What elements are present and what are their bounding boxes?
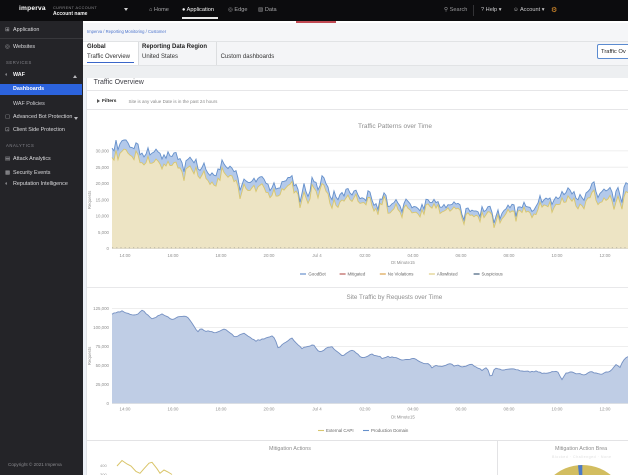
- svg-text:04:00: 04:00: [408, 253, 420, 258]
- svg-text:30,000: 30,000: [96, 149, 110, 154]
- svg-text:Site Traffic by Requests over: Site Traffic by Requests over Time: [347, 294, 443, 301]
- svg-text:14:00: 14:00: [120, 253, 132, 258]
- svg-text:16:00: 16:00: [168, 253, 180, 258]
- svg-text:Mitigated: Mitigated: [348, 272, 366, 277]
- svg-text:Jul 4: Jul 4: [312, 253, 322, 258]
- svg-text:08:00: 08:00: [504, 253, 516, 258]
- svg-text:Requests: Requests: [87, 346, 92, 365]
- svg-text:0: 0: [107, 246, 110, 251]
- svg-text:Dt Minute15: Dt Minute15: [391, 415, 415, 420]
- svg-text:Allowlisted: Allowlisted: [437, 272, 458, 277]
- svg-text:06:00: 06:00: [456, 253, 468, 258]
- svg-text:5,000: 5,000: [98, 230, 110, 235]
- svg-text:14:00: 14:00: [120, 407, 132, 412]
- svg-text:20,000: 20,000: [96, 181, 110, 186]
- svg-text:02:00: 02:00: [360, 407, 372, 412]
- svg-text:Suspicious: Suspicious: [482, 272, 504, 277]
- svg-text:15,000: 15,000: [96, 197, 110, 202]
- svg-text:10:00: 10:00: [552, 407, 564, 412]
- svg-text:Requests: Requests: [87, 190, 92, 209]
- svg-text:25,000: 25,000: [96, 382, 110, 387]
- svg-text:10,000: 10,000: [96, 214, 110, 219]
- svg-text:12:00: 12:00: [600, 253, 612, 258]
- svg-text:100,000: 100,000: [93, 325, 109, 330]
- svg-text:50,000: 50,000: [96, 363, 110, 368]
- svg-text:External CAPI: External CAPI: [326, 428, 354, 433]
- svg-text:No Violations: No Violations: [388, 272, 415, 277]
- svg-text:06:00: 06:00: [456, 407, 468, 412]
- svg-text:Traffic Patterns over Time: Traffic Patterns over Time: [358, 123, 432, 130]
- svg-text:08:00: 08:00: [504, 407, 516, 412]
- svg-text:Dt Minute15: Dt Minute15: [391, 260, 415, 265]
- svg-text:25,000: 25,000: [96, 165, 110, 170]
- svg-text:12:00: 12:00: [600, 407, 612, 412]
- svg-text:18:00: 18:00: [216, 407, 228, 412]
- svg-text:75,000: 75,000: [96, 344, 110, 349]
- svg-text:20:00: 20:00: [264, 407, 276, 412]
- svg-text:16:00: 16:00: [168, 407, 180, 412]
- svg-text:0: 0: [107, 401, 110, 406]
- svg-text:02:00: 02:00: [360, 253, 372, 258]
- svg-text:125,000: 125,000: [93, 306, 109, 311]
- svg-text:Production Domain: Production Domain: [371, 428, 409, 433]
- svg-text:Jul 4: Jul 4: [312, 407, 322, 412]
- svg-text:04:00: 04:00: [408, 407, 420, 412]
- svg-text:18:00: 18:00: [216, 253, 228, 258]
- svg-text:GoodBot: GoodBot: [308, 272, 326, 277]
- svg-text:10:00: 10:00: [552, 253, 564, 258]
- svg-text:20:00: 20:00: [264, 253, 276, 258]
